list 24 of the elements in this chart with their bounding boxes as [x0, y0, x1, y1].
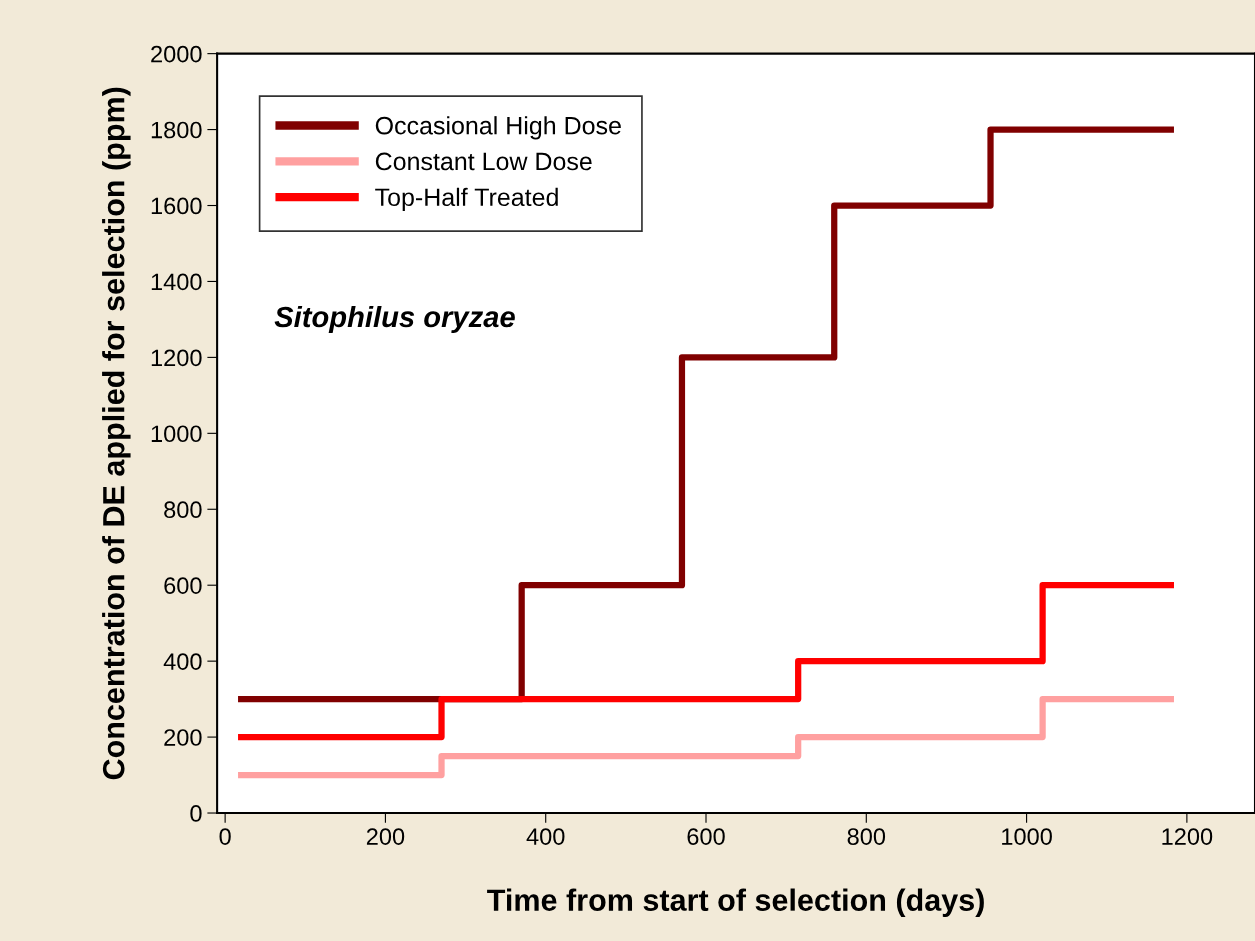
y-tick-label: 1400 [151, 273, 202, 291]
x-tick-label: 1200 [1162, 828, 1213, 845]
y-tick-label: 1200 [151, 349, 202, 367]
y-tick-label: 1800 [151, 121, 202, 139]
y-tick-label: 1000 [151, 425, 202, 443]
x-tick-label: 200 [366, 828, 405, 845]
y-axis-title: Concentration of DE applied for selection (ppm) [102, 87, 131, 780]
legend-label: Constant Low Dose [375, 152, 592, 171]
x-tick-label: 400 [526, 828, 565, 845]
x-tick-label: 1000 [1002, 828, 1052, 845]
x-axis-title: Time from start of selection (days) [487, 888, 984, 917]
y-tick-label: 400 [163, 653, 202, 670]
y-tick-label: 800 [164, 501, 202, 519]
y-tick-label: 2000 [151, 45, 202, 63]
legend-label: Occasional High Dose [375, 116, 621, 140]
x-tick-label: 800 [847, 828, 886, 845]
annotation: Sitophilus oryzae [274, 305, 515, 334]
y-tick-label: 600 [164, 577, 202, 594]
y-tick-label: 200 [164, 729, 202, 746]
x-tick-label: 0 [219, 828, 231, 845]
y-tick-label: 1600 [151, 197, 202, 215]
y-tick-label: 0 [190, 805, 202, 822]
x-tick-label: 600 [687, 828, 725, 845]
legend-label: Top-Half Treated [375, 187, 558, 212]
